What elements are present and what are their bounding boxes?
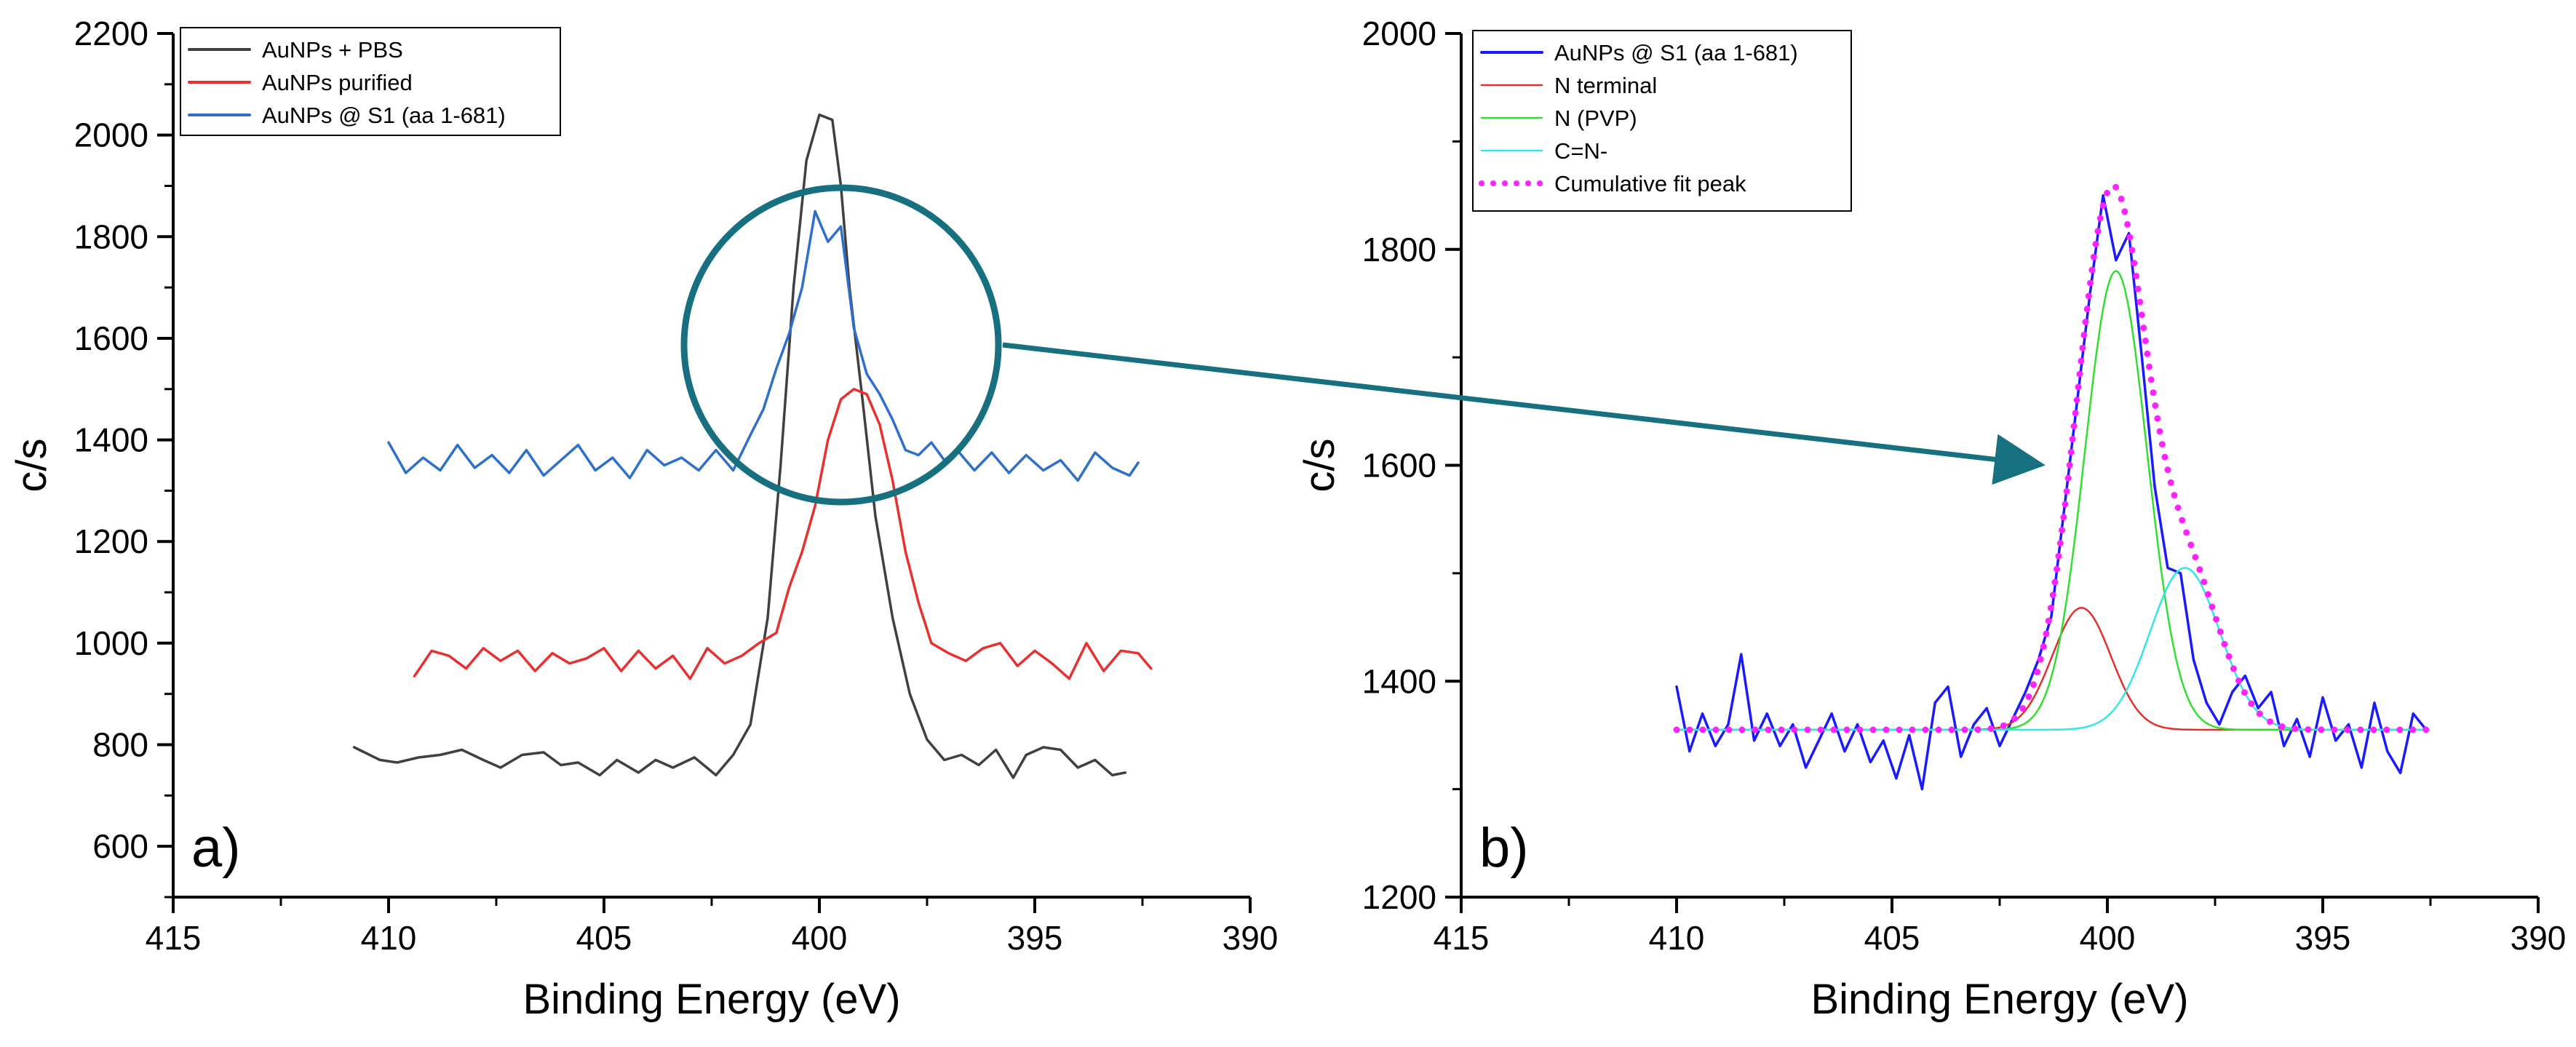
x-tick-label: 400 xyxy=(792,919,848,957)
x-tick-label: 390 xyxy=(1223,919,1279,957)
x-tick-label: 395 xyxy=(1007,919,1063,957)
series-n-pvp xyxy=(1675,270,2430,731)
y-tick-label: 2200 xyxy=(74,15,148,52)
y-tick-label: 1600 xyxy=(74,319,148,357)
x-tick-label: 410 xyxy=(361,919,417,957)
panel-b-chart: 415 410 405 400 395 390 1200 1400 1600 1800 2000 Bi… xyxy=(1296,15,2566,1023)
series-c-n xyxy=(1675,567,2430,731)
series-aunps-s1-aa-1-681 xyxy=(387,210,1140,482)
x-tick-label: 415 xyxy=(1434,919,1490,957)
x-tick-label: 390 xyxy=(2511,919,2567,957)
legend-box xyxy=(1472,30,1852,212)
y-tick-label: 1200 xyxy=(1362,878,1436,916)
legend-entry: AuNPs + PBS xyxy=(262,37,403,63)
legend-entry: AuNPs purified xyxy=(262,70,413,95)
panel-a-chart: 415 410 405 400 395 390 600 800 1000 1200 1400 1600… xyxy=(8,15,1278,1023)
series-n-terminal xyxy=(1675,607,2430,731)
legend-entry: AuNPs @ S1 (aa 1-681) xyxy=(1554,40,1798,65)
x-tick-label: 405 xyxy=(1864,919,1920,957)
y-axis-title: c/s xyxy=(8,438,55,492)
x-tick-label: 405 xyxy=(576,919,632,957)
y-axis-title: c/s xyxy=(1296,438,1343,492)
legend-entry: Cumulative fit peak xyxy=(1554,171,1746,196)
y-tick-label: 2000 xyxy=(74,116,148,154)
legend-entry: N terminal xyxy=(1554,73,1657,98)
series-aunps-pbs xyxy=(352,113,1127,779)
y-tick-label: 800 xyxy=(92,726,148,764)
series-aunps-s1-aa-1-681 xyxy=(1675,194,2428,791)
y-tick-label: 1400 xyxy=(74,421,148,459)
legend-entry: N (PVP) xyxy=(1554,106,1637,131)
panel-label: a) xyxy=(191,817,241,879)
y-tick-label: 600 xyxy=(92,827,148,865)
y-tick-label: 1800 xyxy=(74,218,148,255)
y-tick-label: 2000 xyxy=(1362,15,1436,52)
legend: AuNPs + PBS AuNPs purified AuNPs @ S1 (aa … xyxy=(180,27,561,136)
x-axis-title: Binding Energy (eV) xyxy=(1810,976,2188,1023)
legend-entry: AuNPs @ S1 (aa 1-681) xyxy=(262,103,506,128)
zoom-arrow xyxy=(1002,342,2046,485)
x-tick-label: 400 xyxy=(2080,919,2136,957)
series-cumulative-fit-peak xyxy=(1673,182,2432,733)
legend: AuNPs @ S1 (aa 1-681) N terminal N (PVP) C=… xyxy=(1472,30,1852,212)
zoom-annotation xyxy=(680,184,2046,506)
y-tick-label: 1800 xyxy=(1362,231,1436,268)
x-tick-label: 395 xyxy=(2295,919,2351,957)
y-tick-label: 1200 xyxy=(74,522,148,560)
y-tick-label: 1400 xyxy=(1362,662,1436,700)
y-tick-label: 1600 xyxy=(1362,447,1436,485)
x-axis-title: Binding Energy (eV) xyxy=(522,976,900,1023)
legend-entry: C=N- xyxy=(1554,138,1607,164)
series-aunps-purified xyxy=(413,388,1153,680)
x-tick-label: 415 xyxy=(146,919,202,957)
panel-label: b) xyxy=(1479,817,1529,879)
zoom-circle xyxy=(680,184,1002,506)
y-tick-label: 1000 xyxy=(74,624,148,662)
x-tick-label: 410 xyxy=(1649,919,1705,957)
